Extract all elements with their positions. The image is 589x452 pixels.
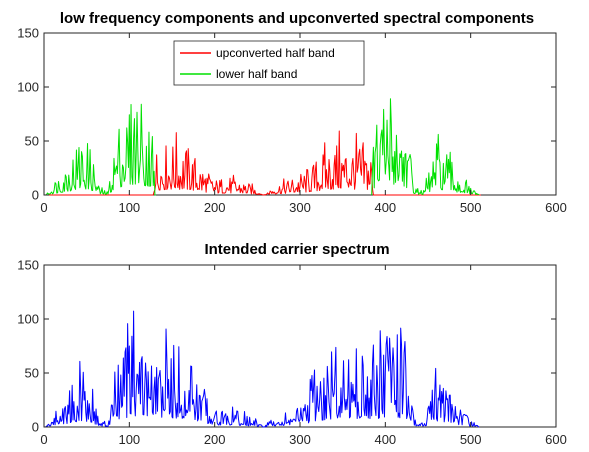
- x-tick-label: 500: [460, 432, 482, 447]
- x-tick-label: 400: [374, 200, 396, 215]
- series-layer: [44, 310, 480, 428]
- series-line-0: [44, 310, 480, 428]
- x-tick-label: 600: [545, 432, 567, 447]
- y-tick-label: 0: [32, 420, 39, 435]
- x-axis: 0 100 200 300 400 500 600: [40, 33, 567, 215]
- x-tick-label: 600: [545, 200, 567, 215]
- axes-box: [43, 264, 557, 428]
- subplot-top: low frequency components and upconverted…: [17, 10, 567, 215]
- x-tick-label: 100: [118, 200, 140, 215]
- legend-label-lower: lower half band: [216, 67, 297, 81]
- y-axis: 0 50 100 150: [17, 26, 556, 203]
- y-tick-label: 100: [17, 312, 39, 327]
- chart-title: low frequency components and upconverted…: [60, 10, 534, 27]
- y-tick-label: 150: [17, 26, 39, 41]
- x-tick-label: 200: [204, 200, 226, 215]
- x-axis: 0 100 200 300 400 500 600: [40, 265, 567, 447]
- series-layer: [44, 98, 481, 196]
- x-tick-label: 500: [460, 200, 482, 215]
- legend: upconverted half band lower half band: [173, 40, 365, 86]
- series-line-0: [44, 130, 481, 196]
- y-tick-label: 150: [17, 258, 39, 273]
- y-tick-label: 50: [25, 134, 39, 149]
- x-tick-label: 300: [289, 432, 311, 447]
- x-tick-label: 200: [204, 432, 226, 447]
- subplot-bottom: Intended carrier spectrum 0 100 200 300 400 5…: [17, 241, 567, 447]
- legend-box: [173, 40, 365, 86]
- series-line-1: [44, 98, 480, 196]
- y-tick-label: 50: [25, 366, 39, 381]
- x-tick-label: 400: [374, 432, 396, 447]
- x-tick-label: 300: [289, 200, 311, 215]
- y-tick-label: 0: [32, 188, 39, 203]
- y-tick-label: 100: [17, 80, 39, 95]
- chart-title: Intended carrier spectrum: [204, 241, 389, 258]
- legend-label-upconverted: upconverted half band: [216, 46, 335, 60]
- x-tick-label: 0: [40, 432, 47, 447]
- x-tick-label: 0: [40, 200, 47, 215]
- y-axis: 0 50 100 150: [17, 258, 556, 435]
- x-tick-label: 100: [118, 432, 140, 447]
